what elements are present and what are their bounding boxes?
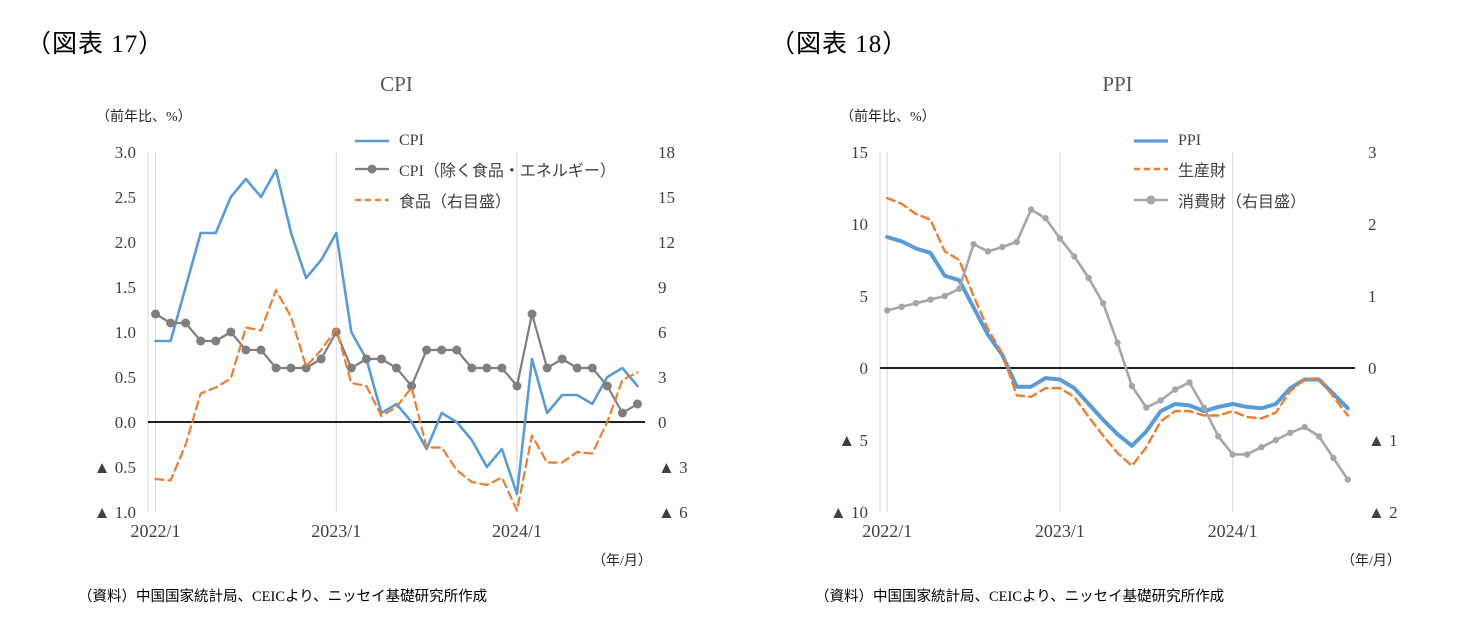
svg-text:0: 0 [1368,359,1377,378]
svg-text:12: 12 [658,233,675,252]
svg-text:2: 2 [1368,215,1377,234]
svg-text:3: 3 [1368,143,1377,162]
svg-text:2023/1: 2023/1 [311,521,361,541]
legend-item-cpi: CPI [354,132,616,150]
cpi-chart-legend: CPI CPI（除く食品・エネルギー） 食品（右目盛） [354,132,616,212]
svg-text:0.0: 0.0 [115,413,136,432]
svg-text:10: 10 [851,215,868,234]
figure18-panel: （図表 18） PPI （前年比、%） 15 10 5 0 ▲ 5 ▲ 10 3 2 1 0 ▲ 1… [730,0,1460,637]
svg-text:6: 6 [658,323,667,342]
cpi-line-chart: 3.0 2.5 2.0 1.5 1.0 0.5 0.0 ▲ 0.5 ▲ 1.0 18 15 12 9 6 3… [94,143,688,541]
svg-text:▲ 5: ▲ 5 [838,431,868,450]
svg-text:1: 1 [1368,287,1377,306]
svg-text:3.0: 3.0 [115,143,136,162]
legend-item-ppi: PPI [1133,132,1306,150]
svg-text:2.5: 2.5 [115,188,136,207]
ppi-chart-title: PPI [1102,72,1133,96]
figure18-source-note: （資料）中国国家統計局、CEICより、ニッセイ基礎研究所作成 [815,589,1225,605]
legend-item-consumer-goods: 消費財（右目盛） [1133,188,1306,212]
producer-goods-line-swatch-icon [1134,167,1168,171]
cpi-chart-title: CPI [380,72,413,96]
figure17-source-note: （資料）中国国家統計局、CEICより、ニッセイ基礎研究所作成 [78,589,488,605]
core-cpi-line-swatch-icon [355,164,389,174]
svg-text:15: 15 [851,143,868,162]
cpi-x-axis-unit-label: （年/月） [592,554,652,569]
svg-text:1.0: 1.0 [115,323,136,342]
legend-label-food: 食品（右目盛） [399,194,512,211]
svg-text:0: 0 [860,359,869,378]
legend-label-cpi: CPI [399,132,424,149]
legend-label-core-cpi: CPI（除く食品・エネルギー） [399,163,616,180]
cpi-y-axis-unit-label: （前年比、%） [96,110,192,125]
ppi-y-axis-unit-label: （前年比、%） [840,110,936,125]
svg-text:▲ 0.5: ▲ 0.5 [94,458,136,477]
svg-text:9: 9 [658,278,667,297]
legend-label-producer-goods: 生産財 [1178,163,1227,180]
legend-item-producer-goods: 生産財 [1133,157,1306,181]
consumer-goods-line-swatch-icon [1134,195,1168,205]
cpi-line-swatch-icon [355,139,389,143]
legend-label-consumer-goods: 消費財（右目盛） [1178,194,1307,211]
ppi-chart-legend: PPI 生産財 消費財（右目盛） [1133,132,1306,212]
svg-text:2.0: 2.0 [115,233,136,252]
svg-text:▲ 2: ▲ 2 [1368,503,1398,522]
svg-text:0.5: 0.5 [115,368,136,387]
svg-text:5: 5 [860,287,869,306]
svg-text:▲ 3: ▲ 3 [658,458,688,477]
svg-text:3: 3 [658,368,667,387]
svg-text:15: 15 [658,188,675,207]
svg-text:0: 0 [658,413,667,432]
legend-item-food: 食品（右目盛） [354,188,616,212]
svg-text:▲ 1.0: ▲ 1.0 [94,503,136,522]
svg-text:▲ 10: ▲ 10 [830,503,868,522]
food-line-swatch-icon [355,198,389,202]
svg-text:▲ 6: ▲ 6 [658,503,688,522]
figure18-caption: （図表 18） [770,31,909,58]
svg-text:2024/1: 2024/1 [492,521,542,541]
figure17-caption: （図表 17） [26,31,165,58]
legend-label-ppi: PPI [1178,132,1202,149]
svg-text:▲ 1: ▲ 1 [1368,431,1398,450]
legend-item-core-cpi: CPI（除く食品・エネルギー） [354,157,616,181]
ppi-x-axis-unit-label: （年/月） [1341,554,1401,569]
svg-text:2022/1: 2022/1 [131,521,181,541]
svg-text:2022/1: 2022/1 [862,521,912,541]
ppi-line-swatch-icon [1134,139,1168,143]
svg-text:2024/1: 2024/1 [1208,521,1258,541]
svg-text:18: 18 [658,143,675,162]
svg-text:1.5: 1.5 [115,278,136,297]
svg-text:2023/1: 2023/1 [1035,521,1085,541]
figure17-panel: （図表 17） CPI （前年比、%） 3.0 2.5 2.0 1.5 1.0 0.5 0.… [26,31,688,605]
